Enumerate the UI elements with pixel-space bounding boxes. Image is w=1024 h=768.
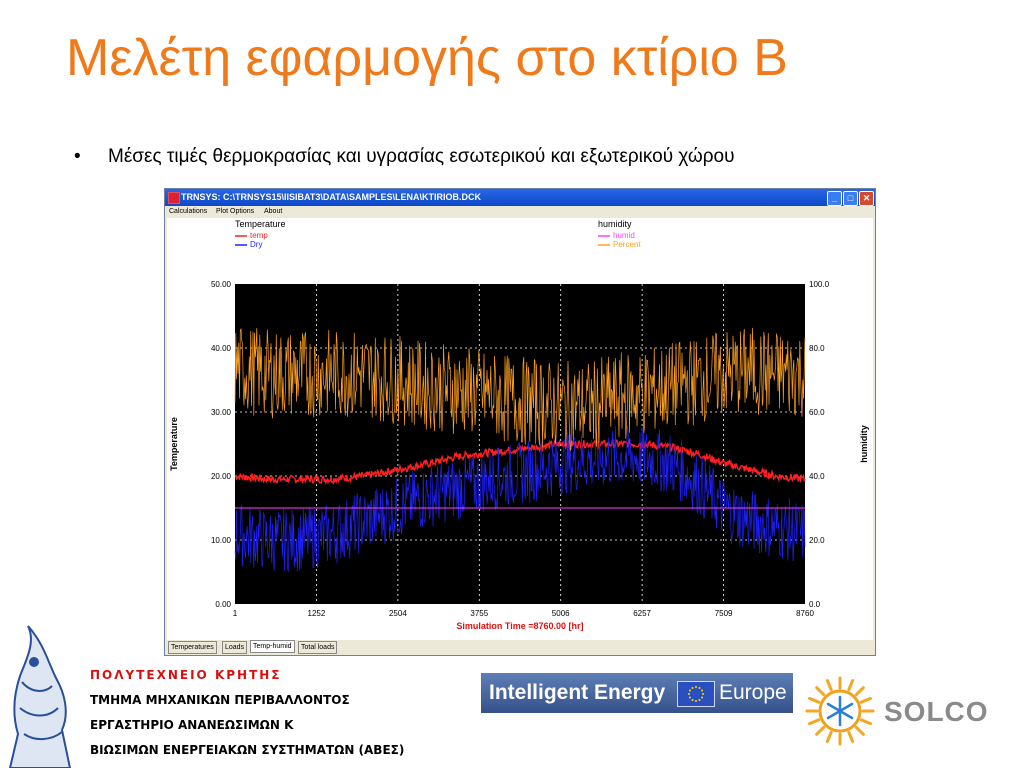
trnsys-window: TRNSYS: C:\TRNSYS15\IISIBAT3\DATA\SAMPLE… <box>164 188 876 656</box>
sun-ray <box>808 696 821 704</box>
sun-ray <box>808 718 821 726</box>
eu-star <box>698 699 701 702</box>
tuc-line-2: ΤΜΗΜΑ ΜΗΧΑΝΙΚΩΝ ΠΕΡΙΒΑΛΛΟΝΤΟΣ <box>90 693 350 707</box>
tab-temp-humid[interactable]: Temp-humid <box>250 640 295 653</box>
legend-item-humid: humid <box>613 231 635 240</box>
tab-loads[interactable]: Loads <box>222 641 248 654</box>
y-tick-label-left: 40.00 <box>211 344 232 353</box>
eu-star <box>688 689 691 692</box>
sun-ray <box>854 686 865 697</box>
menu-calculations[interactable]: Calculations <box>169 208 208 215</box>
eu-star <box>702 693 704 695</box>
iee-text: Intelligent Energy <box>489 681 666 704</box>
plot-area: Temperature temp Dry humidity humid Perc… <box>167 218 873 640</box>
series-line-temp <box>234 437 806 486</box>
y-tick-label-left: 10.00 <box>211 536 232 545</box>
y-axis-label-left: Temperature <box>169 417 179 471</box>
tab-temperatures[interactable]: Temperatures <box>168 641 217 654</box>
eu-star <box>695 700 697 702</box>
window-titlebar[interactable]: TRNSYS: C:\TRNSYS15\IISIBAT3\DATA\SAMPLE… <box>165 189 875 206</box>
y-tick-label-right: 20.0 <box>809 536 825 545</box>
tuc-line-1: ΠΟΛΥΤΕΧΝΕΙΟ ΚΡΗΤΗΣ <box>90 668 282 682</box>
minimize-button[interactable]: _ <box>827 191 842 206</box>
x-tick-label: 3755 <box>470 609 488 618</box>
x-tick-label: 7509 <box>715 609 733 618</box>
sun-ray <box>825 679 833 692</box>
y-ticks-right: 0.0 20.0 40.0 60.0 80.0 100.0 <box>809 280 830 609</box>
tab-bar: Temperatures Loads Temp-humid Total load… <box>165 640 875 654</box>
eu-star <box>691 699 694 702</box>
sun-ray <box>859 696 872 704</box>
tuc-line-4: ΒΙΩΣΙΜΩΝ ΕΝΕΡΓΕΙΑΚΩΝ ΣΥΣΤΗΜΑΤΩΝ (ΑΒΕΣ) <box>90 743 405 757</box>
sun-ray <box>854 725 865 736</box>
y-tick-label-right: 60.0 <box>809 408 825 417</box>
solco-sun-snowflake-icon <box>805 676 875 746</box>
close-button[interactable]: ✕ <box>859 191 874 206</box>
solco-logo-text: SOLCO <box>884 696 989 728</box>
x-axis-label: Simulation Time =8760.00 [hr] <box>456 621 583 631</box>
app-icon <box>168 192 180 204</box>
solco-text: SOLCO <box>884 696 989 727</box>
window-title: TRNSYS: C:\TRNSYS15\IISIBAT3\DATA\SAMPLE… <box>181 192 482 202</box>
bullet-text: Μέσες τιμές θερμοκρασίας και υγρασίας εσ… <box>108 146 735 167</box>
tab-total-loads[interactable]: Total loads <box>298 641 338 654</box>
x-tick-label: 1 <box>233 609 238 618</box>
legend-item-temp: temp <box>250 231 268 240</box>
eu-star <box>688 693 690 695</box>
y-tick-label-right: 100.0 <box>809 280 830 289</box>
slide-title: Μελέτη εφαρμογής στο κτίριο Β <box>66 29 788 87</box>
x-tick-label: 5006 <box>552 609 570 618</box>
legend-item-dry: Dry <box>250 240 262 249</box>
y-tick-label-left: 50.00 <box>211 280 232 289</box>
eu-star <box>698 686 701 689</box>
plot-background <box>235 284 805 604</box>
x-tick-label: 1252 <box>308 609 326 618</box>
temp-humid-chart: Temperature temp Dry humidity humid Perc… <box>169 219 869 631</box>
y-tick-label-right: 40.0 <box>809 472 825 481</box>
y-tick-label-left: 30.00 <box>211 408 232 417</box>
series-group <box>234 327 806 572</box>
sun-ray <box>859 718 872 726</box>
legend-left-title: Temperature <box>235 219 286 229</box>
y-tick-label-right: 0.0 <box>809 600 821 609</box>
bullet-marker: • <box>74 146 81 167</box>
y-tick-label-right: 80.0 <box>809 344 825 353</box>
maximize-button[interactable]: □ <box>843 191 858 206</box>
series-line-dry <box>234 425 806 572</box>
tuc-logo <box>0 625 78 768</box>
menu-plot-options[interactable]: Plot Options <box>216 208 255 215</box>
y-ticks-left: 0.00 10.00 20.00 30.00 40.00 50.00 <box>211 280 232 609</box>
y-tick-label-left: 20.00 <box>211 472 232 481</box>
iee-logo: Intelligent Energy Europe <box>481 673 793 713</box>
y-axis-label-right: humidity <box>859 425 869 463</box>
y-tick-label-left: 0.00 <box>215 600 231 609</box>
sun-ray <box>847 679 855 692</box>
menu-about[interactable]: About <box>264 208 283 215</box>
x-tick-label: 2504 <box>389 609 407 618</box>
eu-star <box>701 689 704 692</box>
eu-flag-icon <box>677 681 715 707</box>
legend-right-title: humidity <box>598 219 632 229</box>
x-tick-label: 6257 <box>633 609 651 618</box>
legend-item-percent: Percent <box>613 240 641 249</box>
x-ticks: 1 1252 2504 3755 5006 6257 7509 8760 <box>233 609 815 618</box>
bullet-item: • Μέσες τιμές θερμοκρασίας και υγρασίας ε… <box>74 146 734 168</box>
sun-ray <box>825 730 833 743</box>
sun-ray <box>815 686 826 697</box>
sun-ray <box>815 725 826 736</box>
tuc-line-3: ΕΡΓΑΣΤΗΡΙΟ ΑΝΑΝΕΩΣΙΜΩΝ Κ <box>90 718 294 732</box>
series-line-percent <box>234 327 806 452</box>
eu-star <box>695 686 697 688</box>
eu-star <box>688 696 691 699</box>
menu-bar: Calculations Plot Options About <box>165 206 875 218</box>
eu-star <box>701 696 704 699</box>
iee-text-europe: Europe <box>719 681 787 704</box>
x-tick-label: 8760 <box>796 609 814 618</box>
sun-ray <box>847 730 855 743</box>
eu-star <box>691 686 694 689</box>
